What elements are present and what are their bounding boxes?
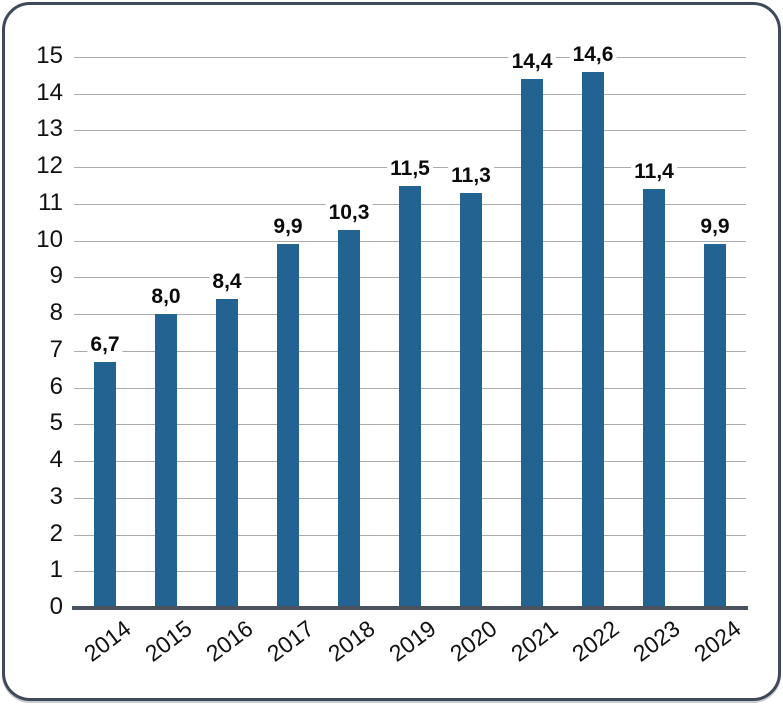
- bar-value-label: 14,4: [508, 49, 556, 75]
- bar-value-label: 8,0: [148, 284, 184, 310]
- y-tick-label: 11: [38, 189, 63, 216]
- y-tick-label: 0: [49, 593, 63, 620]
- y-tick-label: 14: [36, 79, 63, 106]
- gridline: [74, 94, 746, 95]
- y-tick-label: 6: [49, 373, 63, 400]
- bar-2020: [460, 193, 482, 608]
- x-tick-label: 2017: [262, 615, 319, 667]
- bar-value-label: 11,4: [631, 159, 677, 185]
- bar-2018: [338, 230, 360, 608]
- bar-2017: [277, 244, 299, 608]
- bar-value-label: 6,7: [87, 332, 123, 358]
- bar-2022: [582, 72, 604, 608]
- y-tick-label: 8: [49, 299, 63, 326]
- x-tick-label: 2014: [79, 615, 136, 667]
- bar-value-label: 9,9: [697, 214, 733, 240]
- gridline: [74, 57, 746, 58]
- x-tick-label: 2016: [201, 615, 258, 667]
- bar-2016: [216, 299, 238, 608]
- x-tick-label: 2015: [140, 615, 197, 667]
- y-tick-label: 1: [49, 556, 63, 583]
- y-tick-label: 4: [49, 446, 63, 473]
- bar-2021: [521, 79, 543, 608]
- y-tick-label: 9: [49, 262, 63, 289]
- y-tick-label: 5: [49, 409, 63, 436]
- bar-value-label: 11,3: [448, 163, 494, 189]
- x-tick-label: 2018: [323, 615, 380, 667]
- x-tick-label: 2023: [628, 615, 685, 667]
- y-tick-label: 10: [36, 226, 63, 253]
- y-tick-label: 7: [49, 336, 63, 363]
- y-tick-label: 13: [36, 115, 63, 142]
- bar-2015: [155, 314, 177, 608]
- y-tick-label: 3: [49, 483, 63, 510]
- gridline: [74, 130, 746, 131]
- x-tick-label: 2021: [506, 615, 563, 667]
- x-tick-label: 2024: [689, 615, 746, 667]
- x-tick-label: 2019: [384, 615, 441, 667]
- bar-2024: [704, 244, 726, 608]
- bar-2014: [94, 362, 116, 608]
- bar-2019: [399, 186, 421, 608]
- y-tick-label: 2: [49, 520, 63, 547]
- bar-value-label: 11,5: [387, 156, 433, 182]
- y-tick-label: 15: [36, 42, 63, 69]
- bar-value-label: 8,4: [209, 269, 245, 295]
- x-axis-line: [72, 606, 748, 610]
- bar-value-label: 10,3: [325, 200, 373, 226]
- x-tick-label: 2020: [445, 615, 502, 667]
- bar-2023: [643, 189, 665, 608]
- bar-value-label: 14,6: [569, 42, 617, 68]
- y-tick-label: 12: [36, 152, 63, 179]
- bar-value-label: 9,9: [270, 214, 306, 240]
- x-tick-label: 2022: [567, 615, 624, 667]
